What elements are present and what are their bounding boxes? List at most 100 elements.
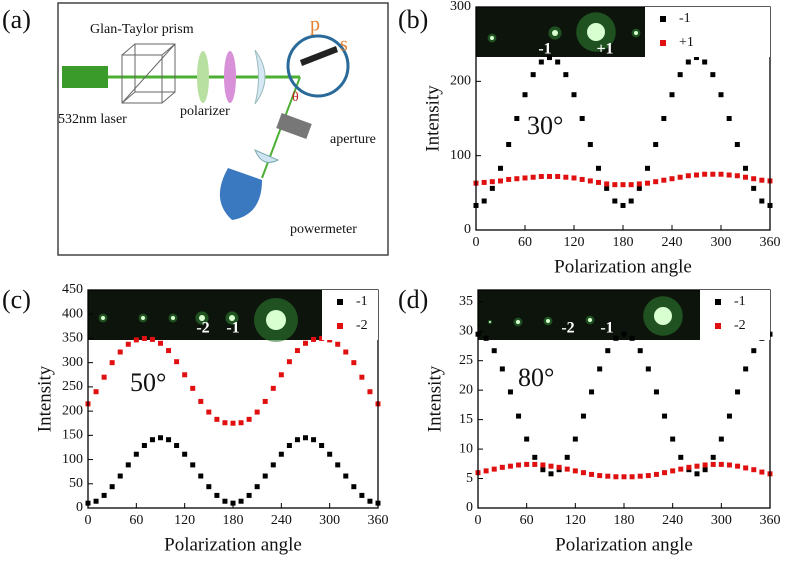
- point: [133, 451, 139, 457]
- point: [629, 335, 635, 341]
- inset-label: -1: [600, 320, 613, 337]
- point: [637, 348, 643, 354]
- legend-label: -1: [734, 294, 746, 309]
- point: [589, 389, 595, 395]
- point: [351, 360, 357, 366]
- point: [678, 466, 684, 472]
- legend-marker: [715, 299, 721, 305]
- point: [166, 348, 172, 354]
- point: [751, 467, 757, 473]
- point: [620, 202, 626, 208]
- point: [653, 389, 659, 395]
- y-tick-label: 200: [450, 74, 471, 89]
- point: [579, 116, 585, 121]
- point: [563, 174, 569, 180]
- point: [286, 443, 292, 449]
- point: [662, 413, 668, 419]
- y-tick-label: 25: [459, 353, 473, 368]
- point: [694, 471, 700, 477]
- y-tick-label: 0: [464, 222, 471, 237]
- x-tick-label: 120: [565, 513, 586, 528]
- point: [532, 461, 538, 467]
- point: [190, 462, 196, 468]
- point: [620, 182, 626, 188]
- point: [530, 72, 536, 78]
- point: [718, 461, 724, 467]
- point: [367, 498, 373, 504]
- legend-label: -2: [356, 318, 368, 333]
- legend-label: -2: [734, 318, 746, 333]
- point: [262, 473, 268, 479]
- point: [710, 72, 716, 78]
- x-tick-label: 360: [760, 235, 781, 250]
- point: [540, 467, 546, 473]
- point: [246, 416, 252, 422]
- point: [182, 372, 188, 378]
- point: [174, 443, 180, 449]
- x-tick-label: 60: [520, 513, 534, 528]
- spot: [101, 316, 105, 320]
- point: [359, 374, 365, 380]
- point: [694, 172, 699, 178]
- y-axis-title: Intensity: [34, 365, 55, 432]
- point: [538, 173, 544, 179]
- point: [612, 182, 618, 188]
- y-tick-label: 30: [459, 323, 473, 338]
- x-tick-label: 240: [662, 235, 683, 250]
- y-tick-label: 350: [62, 331, 83, 346]
- x-tick-label: 180: [614, 513, 635, 528]
- point: [507, 463, 513, 469]
- point: [343, 349, 349, 355]
- point: [335, 462, 341, 468]
- point: [125, 462, 131, 468]
- point: [190, 385, 196, 391]
- point: [571, 175, 577, 181]
- diagram-label: p: [310, 14, 320, 36]
- point: [589, 471, 595, 477]
- point: [522, 92, 528, 98]
- annotation: 50°: [130, 368, 166, 397]
- y-tick-label: 300: [62, 355, 83, 370]
- point: [710, 454, 716, 460]
- diagram-label: 532nm laser: [58, 112, 127, 127]
- point: [686, 464, 692, 470]
- point: [605, 348, 611, 354]
- point: [604, 181, 610, 187]
- point: [621, 474, 627, 480]
- point: [597, 473, 603, 479]
- point: [93, 498, 99, 504]
- point: [548, 471, 554, 477]
- point: [613, 474, 619, 480]
- point: [564, 454, 570, 460]
- legend: [645, 7, 770, 57]
- legend-label: -1: [356, 294, 368, 309]
- point: [491, 466, 497, 472]
- point: [563, 72, 569, 78]
- point: [613, 335, 619, 341]
- point: [597, 366, 603, 372]
- point: [498, 178, 503, 184]
- legend-marker: [337, 299, 343, 305]
- y-tick-label: 35: [459, 294, 473, 309]
- point: [491, 348, 497, 354]
- x-tick-label: 0: [85, 513, 92, 528]
- point: [538, 59, 544, 65]
- point: [612, 198, 618, 204]
- point: [678, 454, 684, 460]
- point: [677, 72, 683, 78]
- point: [726, 116, 732, 121]
- point: [751, 348, 757, 354]
- point: [743, 174, 748, 180]
- y-axis-title: Intensity: [424, 365, 445, 432]
- point: [653, 142, 659, 148]
- x-tick-label: 360: [760, 513, 781, 528]
- x-tick-label: 120: [174, 513, 195, 528]
- diagram-label: powermeter: [290, 222, 357, 237]
- point: [524, 461, 530, 467]
- lens: [224, 51, 236, 103]
- y-tick-label: 15: [459, 412, 473, 427]
- point: [481, 198, 487, 204]
- point: [587, 178, 593, 184]
- point: [628, 182, 634, 188]
